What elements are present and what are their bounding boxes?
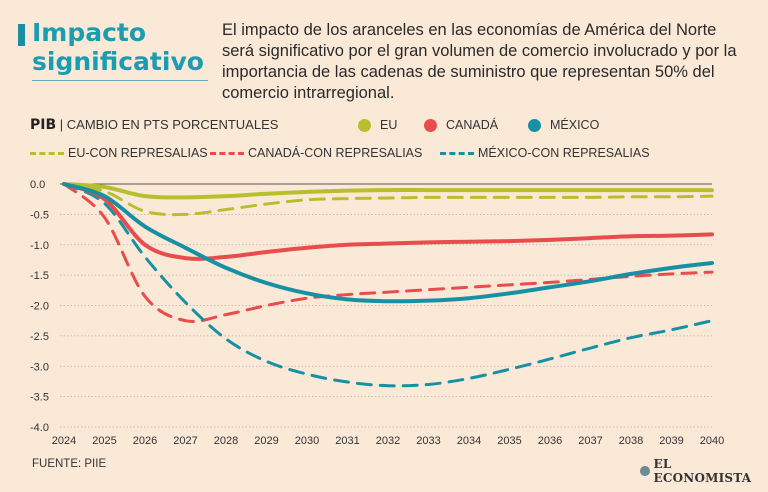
x-tick-label: 2026 — [133, 435, 157, 447]
x-tick-label: 2038 — [619, 435, 643, 447]
series-line-mexico-rep — [62, 182, 714, 388]
x-tick-label: 2029 — [254, 435, 278, 447]
legend-eu: EU — [358, 118, 397, 132]
y-tick-label: -2.0 — [30, 301, 49, 313]
axis-label: PIB | CAMBIO EN PTS PORCENTUALES — [30, 117, 278, 133]
x-tick-label: 2032 — [376, 435, 400, 447]
legend-eu-rep-label: EU-CON REPRESALIAS — [68, 146, 208, 160]
chart-title: Impacto significativo — [32, 18, 204, 76]
x-tick-label: 2034 — [457, 435, 481, 447]
y-tick-label: -1.0 — [30, 240, 49, 252]
y-tick-label: -4.0 — [30, 422, 49, 434]
legend-mexico-marker — [528, 118, 541, 132]
series-line-eu-rep — [62, 182, 714, 217]
x-tick-label: 2037 — [578, 435, 602, 447]
chart-card — [10, 10, 758, 482]
legend-eu-label: EU — [380, 118, 398, 132]
legend-canada-rep-marker — [210, 151, 244, 155]
x-tick-label: 2028 — [214, 435, 238, 447]
title-accent-bar — [18, 24, 25, 46]
x-tick-label: 2027 — [173, 435, 197, 447]
brand-name: EL ECONOMISTA — [653, 457, 752, 485]
pib-separator: | — [59, 117, 67, 132]
pib-label: PIB — [30, 117, 57, 133]
series-line-canada — [62, 182, 714, 261]
legend-eu-rep: EU-CON REPRESALIAS — [30, 146, 208, 160]
x-tick-label: 2035 — [497, 435, 521, 447]
y-axis-ticks: 0.0 -0.5 -1.0 -1.5 -2.0 -2.5 -3.0 -3.5 -4.0 — [30, 179, 49, 434]
x-tick-label: 2033 — [416, 435, 440, 447]
x-tick-label: 2024 — [52, 435, 76, 447]
y-tick-label: -0.5 — [30, 209, 49, 221]
legend-mexico-label: MÉXICO — [550, 118, 600, 132]
y-tick-label: -2.5 — [30, 331, 49, 343]
series-line-mexico — [62, 182, 714, 304]
pib-sublabel: CAMBIO EN PTS PORCENTUALES — [66, 117, 279, 132]
y-tick-label: -3.5 — [30, 392, 49, 404]
x-tick-label: 2025 — [92, 435, 116, 447]
legend-eu-marker — [358, 118, 371, 132]
grid-lines — [60, 183, 712, 428]
x-tick-label: 2040 — [700, 435, 724, 447]
y-tick-label: -1.5 — [30, 270, 49, 282]
legend-canada-marker — [424, 118, 437, 132]
x-tick-label: 2036 — [538, 435, 562, 447]
legend-mexico: MÉXICO — [528, 118, 599, 132]
legend-eu-rep-marker — [30, 151, 64, 155]
legend-canada-label: CANADÁ — [446, 118, 499, 132]
legend-canada-rep-label: CANADÁ-CON REPRESALIAS — [248, 146, 423, 160]
chart-description: El impacto de los aranceles en las econo… — [222, 21, 737, 102]
x-tick-label: 2039 — [659, 435, 683, 447]
chart-series — [62, 182, 714, 388]
x-tick-label: 2031 — [335, 435, 359, 447]
y-tick-label: -3.0 — [30, 361, 49, 373]
y-tick-label: 0.0 — [30, 179, 45, 191]
legend-canada-rep: CANADÁ-CON REPRESALIAS — [210, 146, 422, 160]
legend-mexico-rep: MÉXICO-CON REPRESALIAS — [440, 146, 650, 160]
globe-icon — [640, 466, 650, 476]
brand-logo: EL ECONOMISTA — [640, 457, 768, 485]
series-line-eu — [62, 182, 714, 200]
legend-mexico-rep-marker — [440, 151, 474, 155]
title-underline — [32, 80, 208, 81]
source-note: FUENTE: PIIE — [32, 458, 107, 470]
legend-canada: CANADÁ — [424, 118, 498, 132]
x-axis-ticks: 2024 2025 2026 2027 2028 2029 2030 2031 2032 2033… — [52, 435, 724, 447]
legend-mexico-rep-label: MÉXICO-CON REPRESALIAS — [478, 146, 650, 160]
x-tick-label: 2030 — [295, 435, 319, 447]
